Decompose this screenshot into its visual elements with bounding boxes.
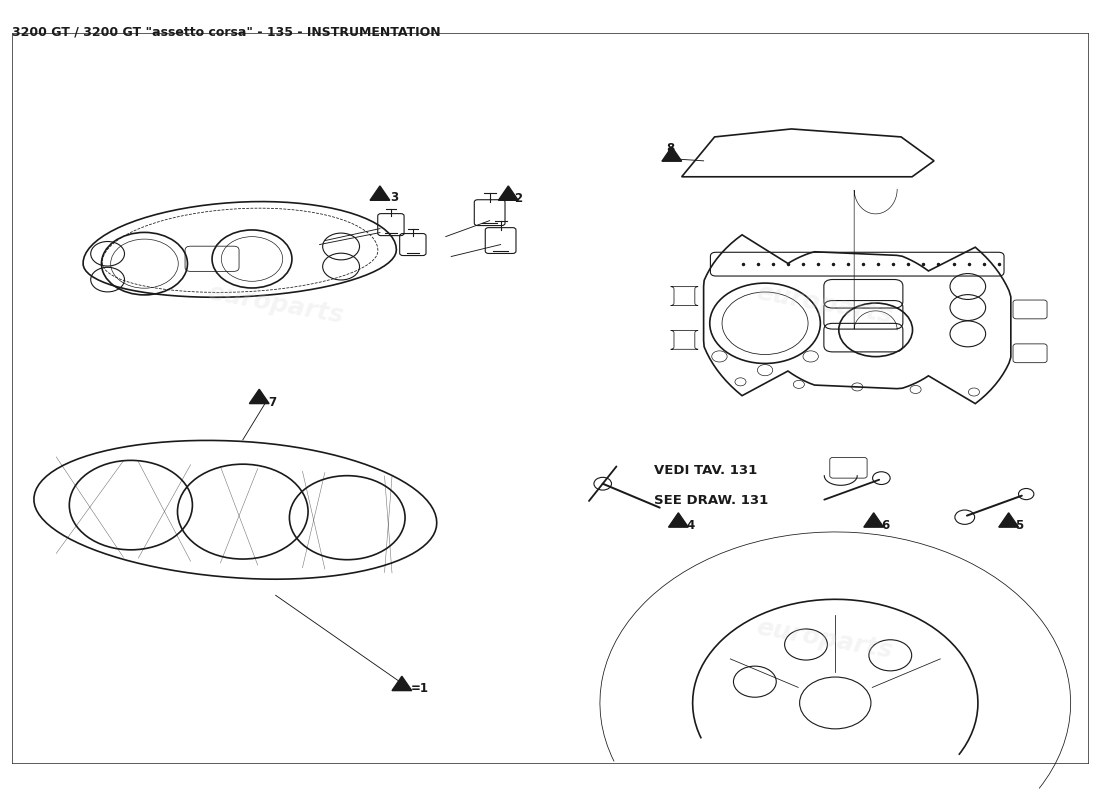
Text: 3200 GT / 3200 GT "assetto corsa" - 135 - INSTRUMENTATION: 3200 GT / 3200 GT "assetto corsa" - 135 … [12, 26, 441, 38]
Text: 6: 6 [881, 519, 890, 533]
Text: 7: 7 [268, 396, 276, 409]
Text: 3: 3 [389, 191, 398, 204]
Text: 2: 2 [514, 192, 521, 205]
Text: europarts: europarts [755, 615, 894, 663]
Polygon shape [392, 676, 411, 690]
Polygon shape [250, 390, 270, 403]
Polygon shape [999, 513, 1019, 527]
Text: 8: 8 [667, 142, 674, 155]
Text: europarts: europarts [755, 281, 894, 328]
Text: 5: 5 [1015, 519, 1023, 533]
Polygon shape [669, 513, 689, 527]
Polygon shape [662, 147, 682, 162]
Polygon shape [864, 513, 883, 527]
Text: =1: =1 [410, 682, 429, 695]
Text: VEDI TAV. 131: VEDI TAV. 131 [654, 464, 758, 477]
Text: SEE DRAW. 131: SEE DRAW. 131 [654, 494, 769, 507]
Polygon shape [498, 186, 518, 200]
Text: 4: 4 [686, 519, 694, 533]
Text: europarts: europarts [206, 281, 345, 328]
Polygon shape [370, 186, 389, 200]
